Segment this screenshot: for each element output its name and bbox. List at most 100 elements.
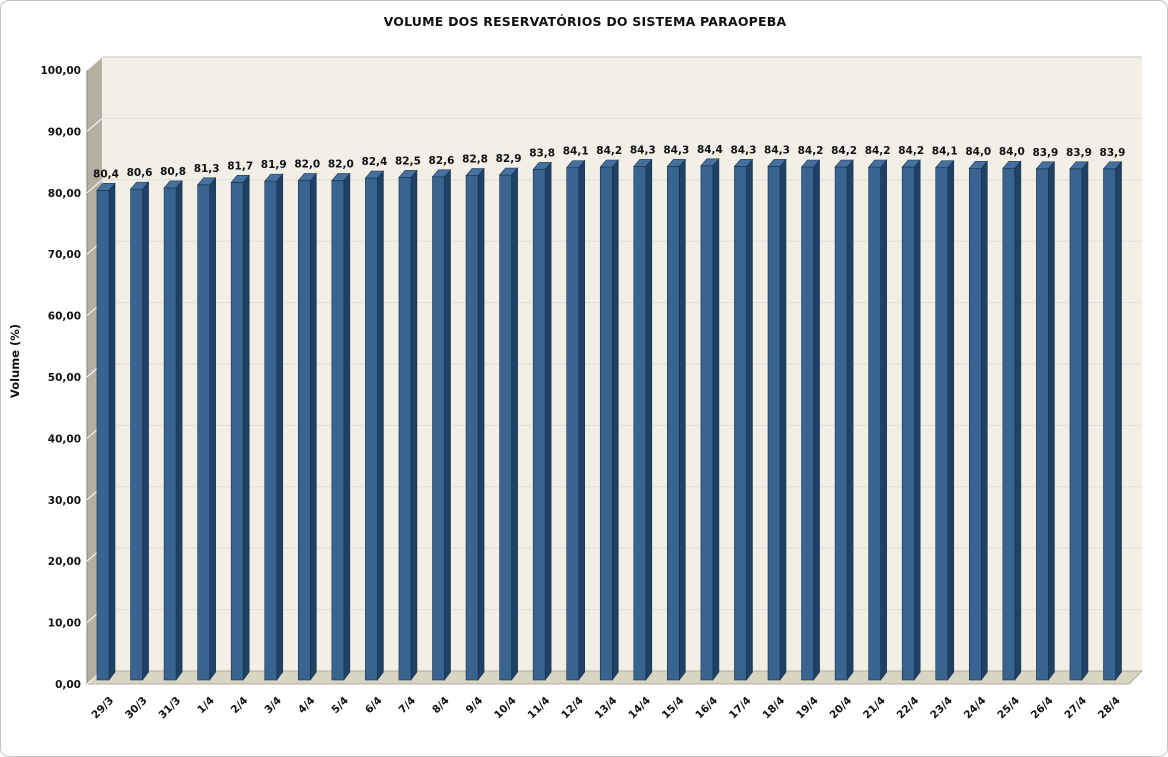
x-tick-label: 14/4 [626, 695, 653, 722]
bar-top-face [498, 167, 519, 176]
bar-21/4[interactable] [867, 159, 888, 681]
x-tick-label: 5/4 [329, 695, 351, 717]
bar-side-face [1014, 160, 1022, 681]
x-tick-label: 31/3 [157, 695, 184, 722]
bar-9/4[interactable] [465, 167, 485, 681]
x-tick-label: 2/4 [229, 695, 251, 717]
bar-front-face [1069, 168, 1083, 681]
bar-front-face [432, 176, 445, 681]
bar-side-face [477, 167, 485, 681]
bar-top-face [901, 159, 921, 168]
bar-front-face [130, 188, 143, 681]
bar-23/4[interactable] [935, 159, 955, 681]
y-tick-label: 0,00 [55, 679, 81, 691]
bar-side-face [309, 172, 317, 681]
bar-front-face [331, 180, 345, 681]
bar-19/4[interactable] [800, 159, 821, 681]
bar-20/4[interactable] [834, 159, 854, 681]
bar-5/4[interactable] [331, 172, 351, 681]
bar-value-labels: 80,4 80,6 80,8 81,3 81,7 81,9 82,0 82,0 82,4 82,5… [93, 144, 1125, 181]
bar-8/4[interactable] [431, 169, 452, 681]
bar-side-face [779, 158, 787, 681]
y-tick-label: 50,00 [48, 372, 81, 384]
bar-16/4[interactable] [700, 157, 720, 681]
y-tick-label: 10,00 [48, 618, 81, 630]
bar-7/4[interactable] [398, 169, 418, 681]
bar-top-face [431, 169, 452, 178]
bar-side-face [108, 182, 116, 681]
bar-27/4[interactable] [1069, 161, 1089, 681]
bar-top-face [465, 168, 485, 176]
bar-11/4[interactable] [532, 161, 552, 681]
bar-31/3[interactable] [163, 180, 183, 681]
bar-side-face [947, 159, 955, 681]
x-tick-label: 30/3 [123, 695, 150, 722]
x-tick-label: 15/4 [660, 695, 687, 722]
bar-value-label: 84,1 [563, 146, 589, 158]
bar-front-face [1103, 168, 1116, 681]
bar-18/4[interactable] [767, 158, 787, 681]
bar-4/4[interactable] [297, 172, 317, 681]
y-tick-label: 80,00 [48, 188, 81, 200]
bar-value-label: 83,9 [1032, 147, 1058, 159]
bar-value-label: 83,9 [1066, 147, 1092, 159]
bar-26/4[interactable] [1035, 161, 1056, 681]
bar-3/4[interactable] [264, 173, 284, 681]
bar-side-face [611, 159, 619, 681]
bar-30/3[interactable] [129, 181, 150, 681]
bar-side-face [645, 158, 653, 681]
bar-13/4[interactable] [599, 159, 619, 681]
bar-front-face [230, 182, 244, 681]
bar-value-label: 80,4 [93, 168, 119, 180]
bar-28/4[interactable] [1102, 161, 1123, 681]
x-tick-label: 7/4 [397, 695, 419, 717]
y-tick-label: 40,00 [48, 433, 81, 445]
x-tick-label: 23/4 [928, 695, 955, 722]
bar-value-label: 80,8 [160, 166, 186, 178]
bar-22/4[interactable] [901, 159, 921, 681]
bar-6/4[interactable] [364, 170, 385, 681]
bar-top-face [1069, 161, 1089, 170]
bar-15/4[interactable] [666, 158, 687, 681]
x-tick-label: 12/4 [559, 695, 586, 722]
bar-front-face [700, 165, 714, 681]
bar-side-face [444, 169, 451, 681]
x-tick-label: 8/4 [430, 695, 452, 717]
bar-value-label: 80,6 [127, 167, 153, 179]
bar-1/4[interactable] [196, 177, 217, 681]
bar-side-face [1115, 161, 1122, 681]
bar-front-face [734, 166, 747, 681]
bar-side-face [175, 180, 183, 681]
bar-front-face [499, 174, 512, 681]
x-tick-label: 6/4 [363, 695, 385, 717]
x-tick-label: 25/4 [995, 695, 1022, 722]
bar-17/4[interactable] [733, 158, 754, 681]
x-tick-label: 11/4 [526, 695, 553, 722]
bar-25/4[interactable] [1002, 160, 1022, 681]
bar-front-face [197, 184, 210, 681]
bar-side-face [377, 170, 384, 681]
bar-value-label: 83,9 [1100, 147, 1126, 159]
bar-value-label: 84,3 [630, 144, 656, 156]
bar-29/3[interactable] [96, 182, 116, 681]
x-tick-label: 18/4 [760, 695, 787, 722]
bar-value-label: 81,3 [194, 163, 220, 175]
x-tick-label: 13/4 [593, 695, 620, 722]
bar-value-label: 84,0 [965, 146, 991, 158]
bar-12/4[interactable] [566, 159, 586, 681]
bar-14/4[interactable] [633, 158, 653, 681]
bar-value-label: 84,2 [865, 145, 891, 157]
bar-front-face [935, 167, 949, 681]
bar-24/4[interactable] [968, 160, 988, 681]
bars [96, 157, 1123, 681]
bar-front-face [566, 167, 580, 681]
bar-side-face [1081, 161, 1089, 681]
x-tick-label: 21/4 [861, 695, 888, 722]
bar-value-label: 81,7 [227, 160, 253, 172]
bar-10/4[interactable] [498, 167, 519, 681]
bar-side-face [712, 157, 720, 681]
bar-top-face [867, 159, 888, 168]
bar-2/4[interactable] [230, 174, 250, 681]
y-tick-label: 30,00 [48, 495, 81, 507]
